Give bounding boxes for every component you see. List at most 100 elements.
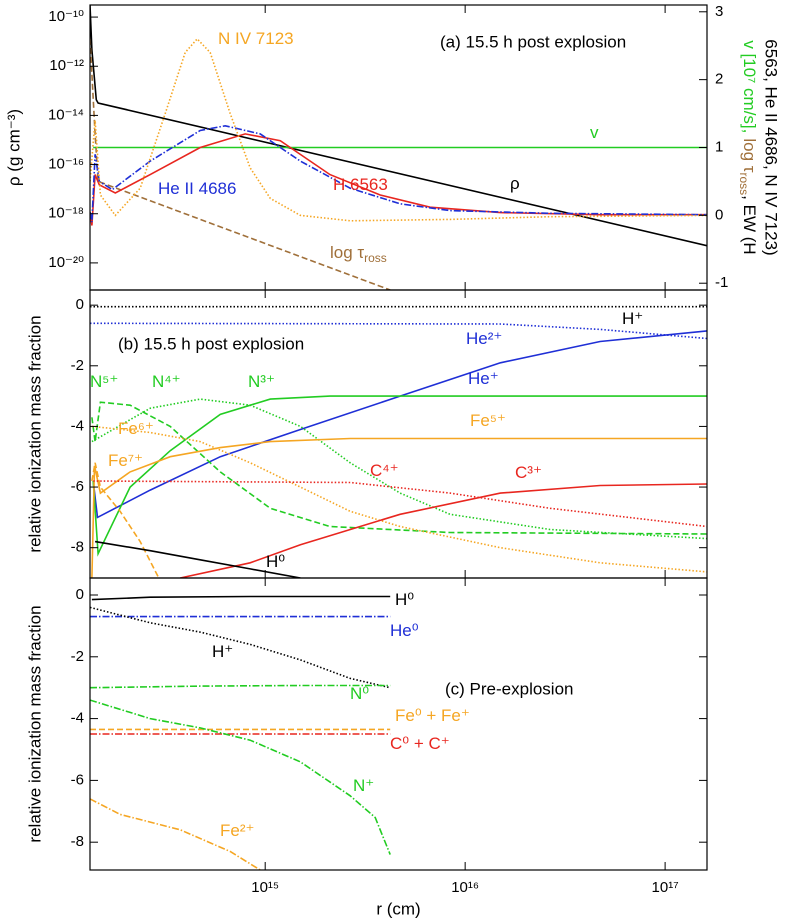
series-label-text: He⁺ xyxy=(468,369,499,388)
y-tick-label: 10⁻¹⁰ xyxy=(48,8,84,25)
y2-label-part: log τ xyxy=(740,138,759,172)
series-line xyxy=(91,437,707,578)
series-label-text: H⁰ xyxy=(266,552,285,571)
panel-annotation: (a) 15.5 h post explosion xyxy=(440,32,626,51)
y-tick-label: -4 xyxy=(71,417,84,434)
series-label-sub: ross xyxy=(364,251,387,265)
series-line xyxy=(90,606,391,689)
series-label: Fe⁶⁺ xyxy=(118,419,154,438)
series-label-text: N³⁺ xyxy=(248,372,275,391)
panel-annotation: (c) Pre-explosion xyxy=(445,679,574,698)
panel-annotation: (b) 15.5 h post explosion xyxy=(118,334,304,353)
series-line xyxy=(90,133,707,226)
series-label-text: v xyxy=(590,123,599,142)
series-label: H⁺ xyxy=(622,309,643,328)
series-label: N IV 7123 xyxy=(218,29,294,48)
series-label-text: N⁺ xyxy=(353,776,374,795)
series-label-text: H⁺ xyxy=(212,642,233,661)
series-label-text: Fe⁶⁺ xyxy=(118,419,154,438)
series-label-text: C³⁺ xyxy=(515,463,542,482)
y-axis-label: ρ (g cm⁻³) xyxy=(4,109,23,186)
series-line xyxy=(90,322,707,340)
series-line xyxy=(91,398,707,540)
y-tick-label: -4 xyxy=(71,710,84,727)
series-label: Fe⁰ + Fe⁺ xyxy=(395,706,470,725)
series-label: C³⁺ xyxy=(515,463,542,482)
series-label: v xyxy=(590,123,599,142)
series-label: N⁰ xyxy=(350,684,369,703)
y2-tick-label: 1 xyxy=(715,138,723,155)
panel-frame xyxy=(89,289,708,579)
series-line xyxy=(90,38,391,290)
series-label-text: Fe⁷⁺ xyxy=(108,451,143,470)
series-label-text: N⁴⁺ xyxy=(152,372,181,391)
series-label: H 6563 xyxy=(333,175,388,194)
y2-tick-label: -1 xyxy=(715,274,728,291)
series-line xyxy=(90,798,261,870)
series-line xyxy=(94,540,301,578)
y-tick-label: -8 xyxy=(71,539,84,556)
series-label: H⁰ xyxy=(266,552,285,571)
series-label: H⁰ xyxy=(395,590,414,609)
series-label-text: C⁰ + C⁺ xyxy=(390,734,450,753)
series-line xyxy=(92,330,707,519)
series-label: N⁺ xyxy=(353,776,374,795)
series-label: H⁺ xyxy=(212,642,233,661)
series-label: N³⁺ xyxy=(248,372,275,391)
plot-area xyxy=(90,305,707,578)
panel-frame xyxy=(89,577,708,871)
y2-tick-label: 0 xyxy=(715,206,723,223)
series-label: C⁰ + C⁺ xyxy=(390,734,450,753)
y-tick-label: 10⁻¹⁸ xyxy=(48,205,84,222)
series-line xyxy=(93,480,707,528)
series-label: ρ xyxy=(510,174,520,193)
y-axis-label: relative ionization mass fraction xyxy=(25,605,44,842)
series-label: N⁵⁺ xyxy=(90,372,118,391)
x-tick-label: 10¹⁷ xyxy=(652,879,679,896)
series-line xyxy=(91,462,160,578)
x-axis-label: r (cm) xyxy=(376,899,420,918)
series-label-text: ρ xyxy=(510,174,520,193)
series-label-text: He II 4686 xyxy=(158,179,236,198)
series-label-text: Fe⁰ + Fe⁺ xyxy=(395,706,470,725)
series-label-text: N IV 7123 xyxy=(218,29,294,48)
series-label-text: H⁺ xyxy=(622,309,643,328)
series-label: He²⁺ xyxy=(466,329,502,348)
x-tick-label: 10¹⁶ xyxy=(451,879,479,896)
y-axis-label: relative ionization mass fraction xyxy=(25,315,44,552)
series-label: Fe⁵⁺ xyxy=(470,411,506,430)
y-tick-label: -2 xyxy=(71,648,84,665)
y2-tick-label: 2 xyxy=(715,71,723,88)
y-tick-label: 10⁻²⁰ xyxy=(48,254,84,271)
y-tick-label: -6 xyxy=(71,771,84,788)
series-line xyxy=(90,37,707,222)
series-label: Fe²⁺ xyxy=(220,821,254,840)
y-tick-label: -8 xyxy=(71,833,84,850)
series-label-text: He⁰ xyxy=(390,621,419,640)
series-line xyxy=(180,483,707,578)
plot-area xyxy=(90,5,707,290)
y-tick-label: -6 xyxy=(71,478,84,495)
series-label-text: log τ xyxy=(330,243,364,262)
y-tick-label: 0 xyxy=(76,586,84,603)
series-line xyxy=(90,124,707,223)
x-tick-label: 10¹⁵ xyxy=(251,879,279,896)
series-label: He II 4686 xyxy=(158,179,236,198)
y-tick-label: 10⁻¹⁴ xyxy=(48,106,84,123)
series-line xyxy=(91,595,391,601)
series-label: log τross xyxy=(330,243,387,265)
plot-area xyxy=(90,595,391,870)
series-label-text: N⁵⁺ xyxy=(90,372,118,391)
series-label: C⁴⁺ xyxy=(370,461,399,480)
series-label: He⁺ xyxy=(468,369,499,388)
series-label: Fe⁷⁺ xyxy=(108,451,143,470)
y2-label-part: v [10⁷ cm/s], xyxy=(740,40,759,133)
series-label-text: C⁴⁺ xyxy=(370,461,399,480)
y2-tick-label: 3 xyxy=(715,3,723,20)
series-label-text: N⁰ xyxy=(350,684,369,703)
y2-label-part: , EW (H xyxy=(740,195,759,255)
y2-axis-label-line2: 6563, He II 4686, N IV 7123) xyxy=(762,39,781,255)
y-tick-label: 10⁻¹⁶ xyxy=(48,156,84,173)
